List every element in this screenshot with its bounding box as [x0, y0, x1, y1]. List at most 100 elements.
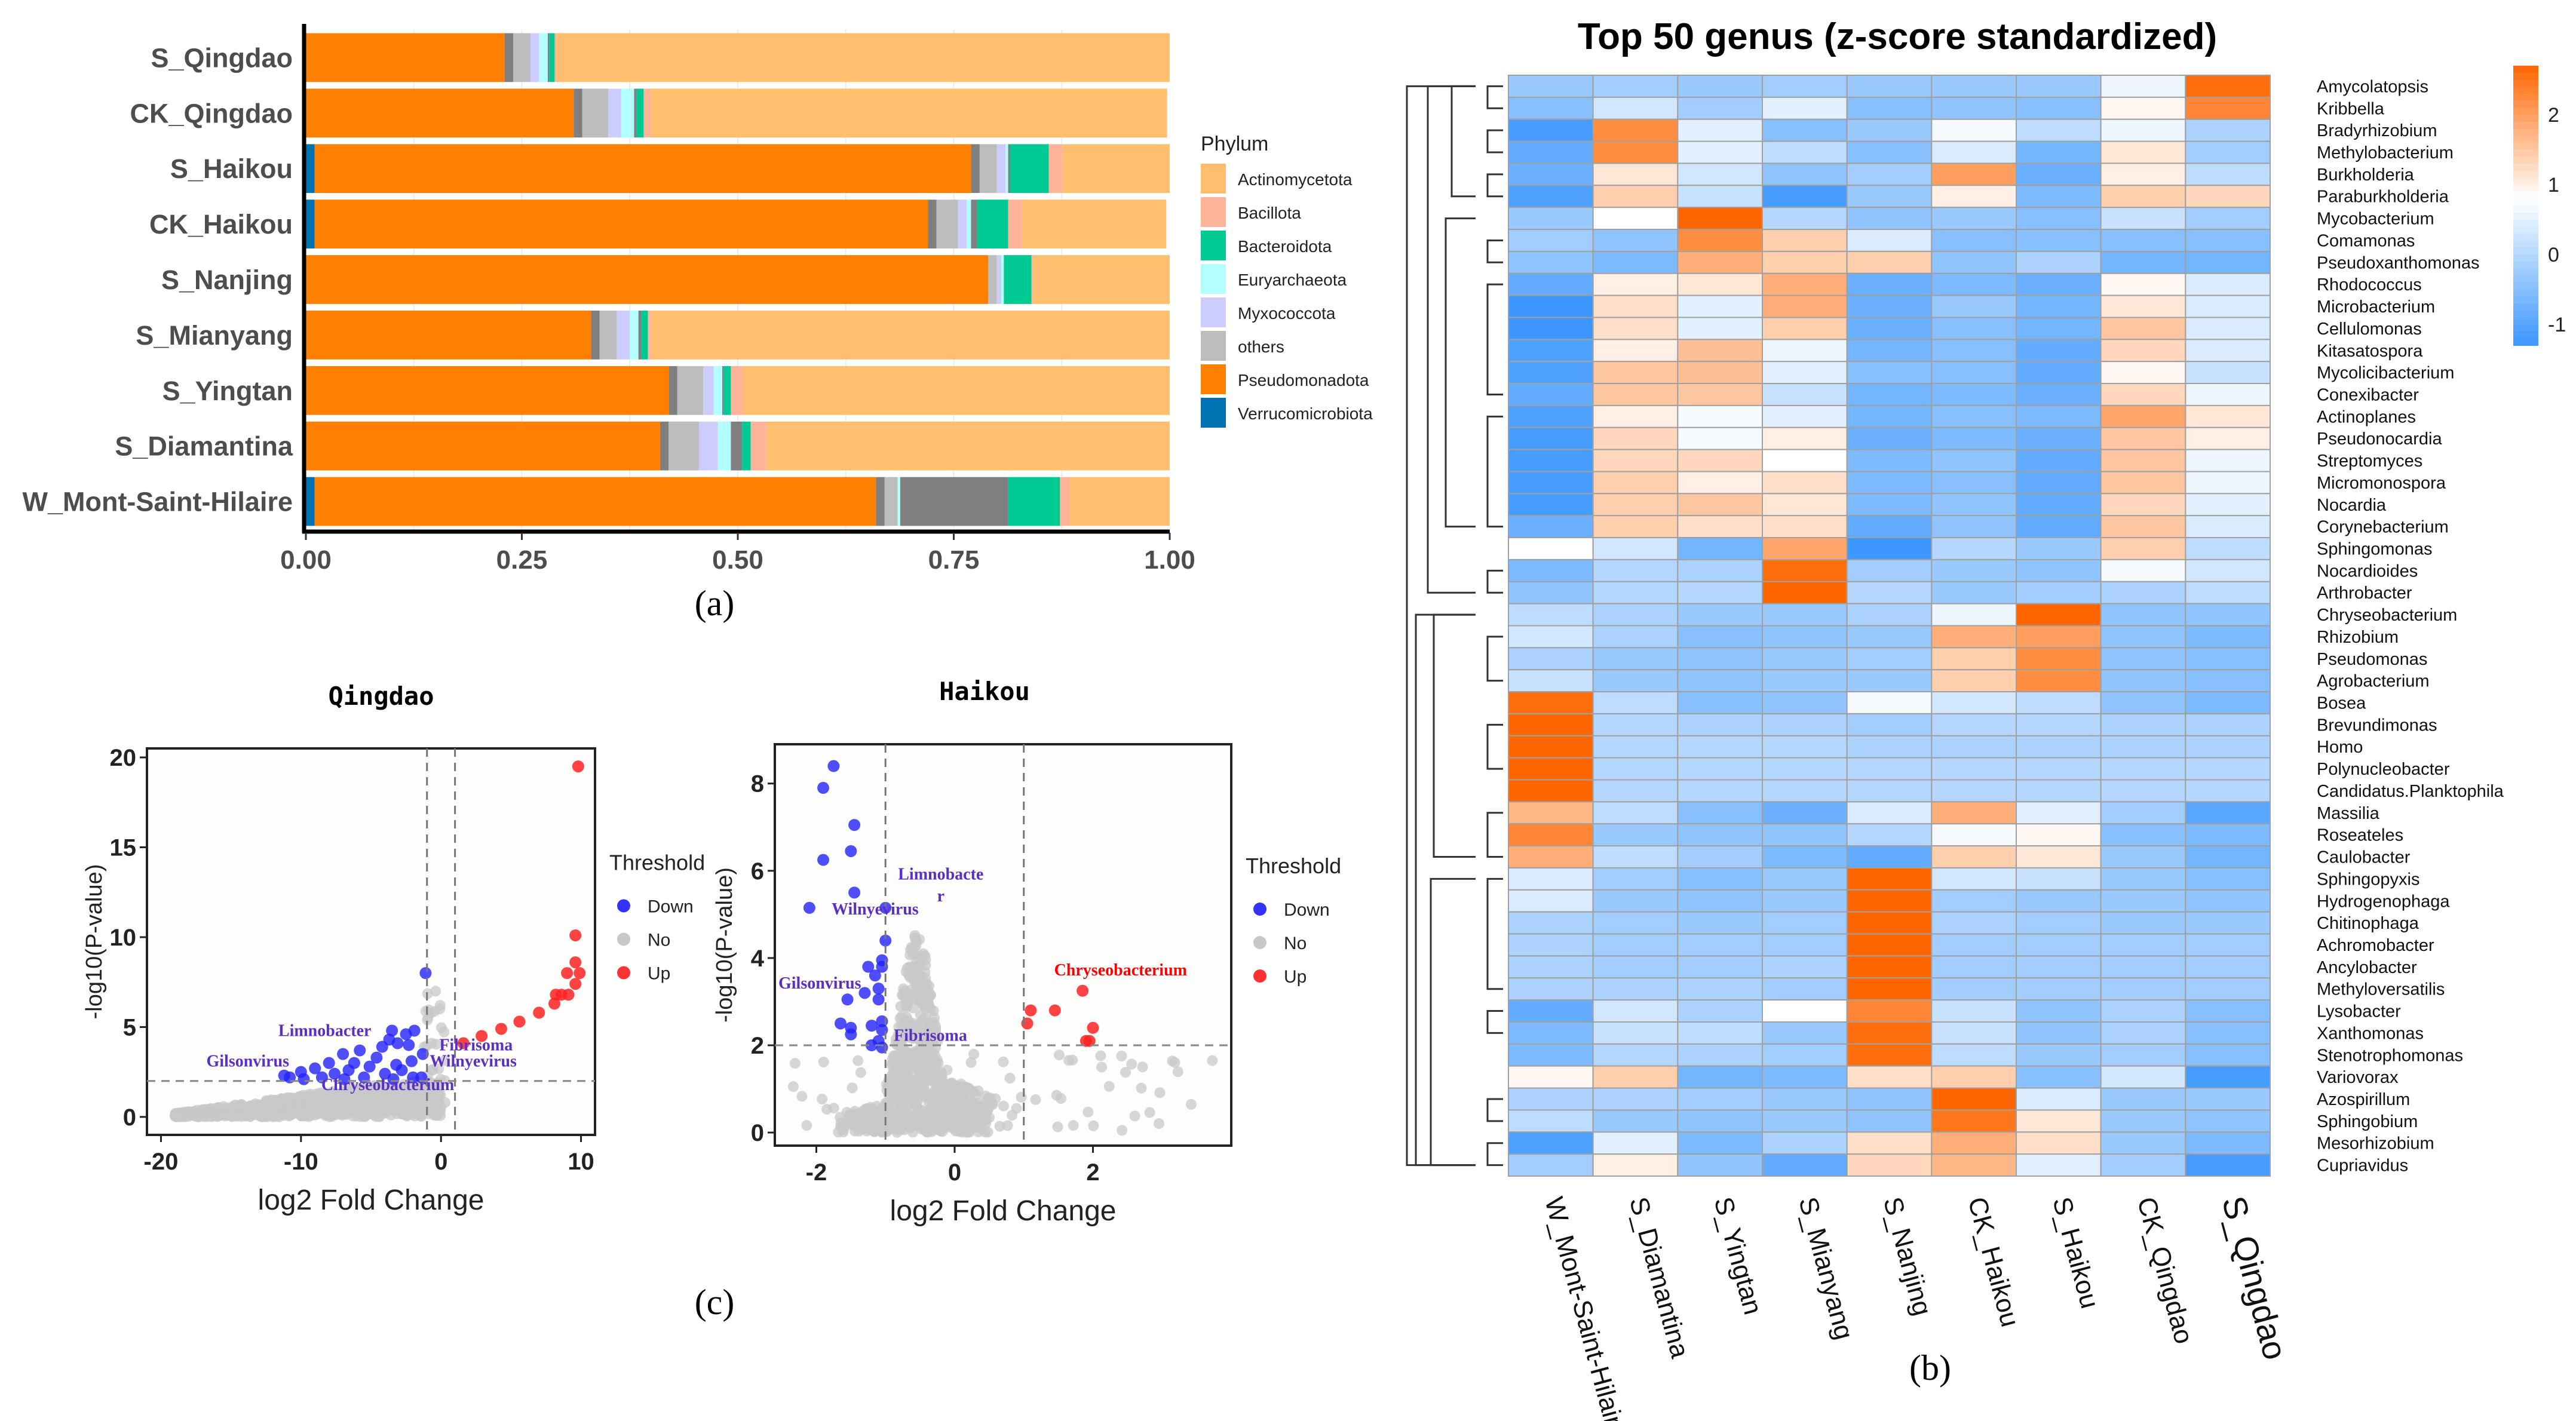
no-point	[970, 1089, 982, 1101]
row-label: Caulobacter	[2317, 848, 2411, 867]
colorbar-segment	[2513, 156, 2538, 164]
no-point	[939, 1081, 950, 1092]
heatmap-cell	[2100, 1087, 2186, 1111]
heatmap-cell	[1592, 977, 1679, 1001]
no-point	[888, 1113, 900, 1124]
heatmap-cell	[1508, 691, 1594, 714]
no-point	[933, 1058, 944, 1069]
row-label: Ancylobacter	[2317, 958, 2417, 977]
heatmap-cell	[1762, 404, 1848, 428]
heatmap-cell	[1762, 1109, 1848, 1133]
down-point	[416, 1048, 429, 1060]
heatmap-cell	[1508, 757, 1594, 781]
colorbar-segment	[2513, 296, 2538, 304]
heatmap-cell	[2185, 426, 2271, 450]
row-label: Mycobacterium	[2317, 210, 2434, 229]
no-point	[905, 984, 916, 996]
x-tick-label: 10	[568, 1149, 594, 1175]
heatmap-cell	[1677, 1065, 1763, 1089]
no-point	[326, 1089, 337, 1101]
colorbar-segment	[2513, 198, 2538, 206]
heatmap-cell	[1931, 162, 2017, 186]
heatmap-cell	[2185, 361, 2271, 385]
y-tick-label: 6	[751, 858, 764, 885]
heatmap-cell	[1846, 558, 1933, 582]
no-point	[1052, 1121, 1063, 1132]
row-label: Chitinophaga	[2317, 914, 2419, 933]
legend-swatch	[1201, 331, 1226, 361]
no-point	[439, 1055, 450, 1066]
colorbar-tick-label: -1	[2548, 314, 2566, 336]
row-label: Nocardia	[2317, 496, 2387, 515]
heatmap-cell	[1592, 294, 1679, 318]
colorbar-segment	[2513, 254, 2538, 262]
no-point	[838, 1124, 850, 1135]
colorbar-segment	[2513, 100, 2538, 109]
no-point	[379, 1107, 391, 1119]
heatmap-cell	[2100, 1131, 2186, 1155]
row-label: Nocardioides	[2317, 561, 2418, 581]
heatmap-cell	[1508, 493, 1594, 517]
no-point	[389, 1104, 400, 1116]
heatmap-cell	[2185, 713, 2271, 736]
point-annotation: Chryseobacterium	[1054, 961, 1187, 980]
colorbar-segment	[2513, 66, 2538, 73]
down-point	[858, 987, 871, 999]
heatmap-cell	[1846, 889, 1933, 913]
up-points	[457, 760, 586, 1049]
heatmap-cell	[2185, 339, 2271, 363]
colorbar-segment	[2513, 268, 2538, 276]
heatmap-cell	[2016, 118, 2102, 142]
legend-swatch	[1201, 197, 1226, 227]
no-point	[867, 1114, 879, 1125]
column-label: S_Mianyang	[1793, 1194, 1859, 1343]
heatmap-cell	[1846, 581, 1933, 604]
heatmap-cell	[1931, 999, 2017, 1023]
heatmap-cell	[1762, 537, 1848, 560]
heatmap-cell	[1677, 603, 1763, 627]
heatmap-cell	[1677, 955, 1763, 979]
column-label: S_Yingtan	[1709, 1194, 1768, 1318]
heatmap-cell	[1677, 757, 1763, 781]
heatmap-cell	[1762, 272, 1848, 296]
heatmap-cell	[1931, 955, 2017, 979]
heatmap-cell	[1931, 185, 2017, 208]
heatmap-cell	[1762, 229, 1848, 252]
dendrogram-branch	[1486, 129, 1503, 154]
heatmap-cell	[1846, 691, 1933, 714]
no-point	[308, 1094, 320, 1105]
heatmap-cell	[2185, 493, 2271, 517]
bar-segment-bacillota	[1031, 255, 1034, 304]
heatmap-cell	[1762, 515, 1848, 539]
heatmap-cell	[1592, 647, 1679, 671]
no-point	[369, 1110, 381, 1121]
heatmap-cell	[2185, 537, 2271, 560]
bar-segment-pseudomonadota	[306, 88, 574, 138]
no-point	[1154, 1118, 1165, 1130]
heatmap-cell	[2100, 1043, 2186, 1067]
row-label: Cupriavidus	[2317, 1156, 2408, 1176]
heatmap-cell	[1931, 823, 2017, 847]
heatmap-cell	[1677, 1131, 1763, 1155]
heatmap-cell	[2100, 317, 2186, 340]
y-tick-label: 15	[110, 835, 137, 861]
heatmap-cell	[2185, 140, 2271, 164]
heatmap-cell	[2016, 933, 2102, 957]
row-label: Paraburkholderia	[2317, 188, 2449, 207]
no-point	[205, 1104, 216, 1116]
heatmap-cell	[2016, 317, 2102, 340]
down-point	[848, 886, 861, 899]
bar-segment-actinomycetota	[556, 33, 1170, 82]
heatmap-cell	[1677, 250, 1763, 274]
heatmap-cell	[1508, 581, 1594, 604]
no-point	[1096, 1061, 1108, 1073]
heatmap-cell	[2016, 581, 2102, 604]
no-point	[901, 1000, 912, 1011]
heatmap-cell	[1762, 713, 1848, 736]
no-point	[180, 1110, 192, 1122]
dendrogram-branch	[1445, 217, 1476, 528]
row-label: Comamonas	[2317, 231, 2415, 250]
heatmap-cell	[1762, 96, 1848, 120]
up-point	[569, 978, 582, 990]
heatmap-cell	[2016, 999, 2102, 1023]
